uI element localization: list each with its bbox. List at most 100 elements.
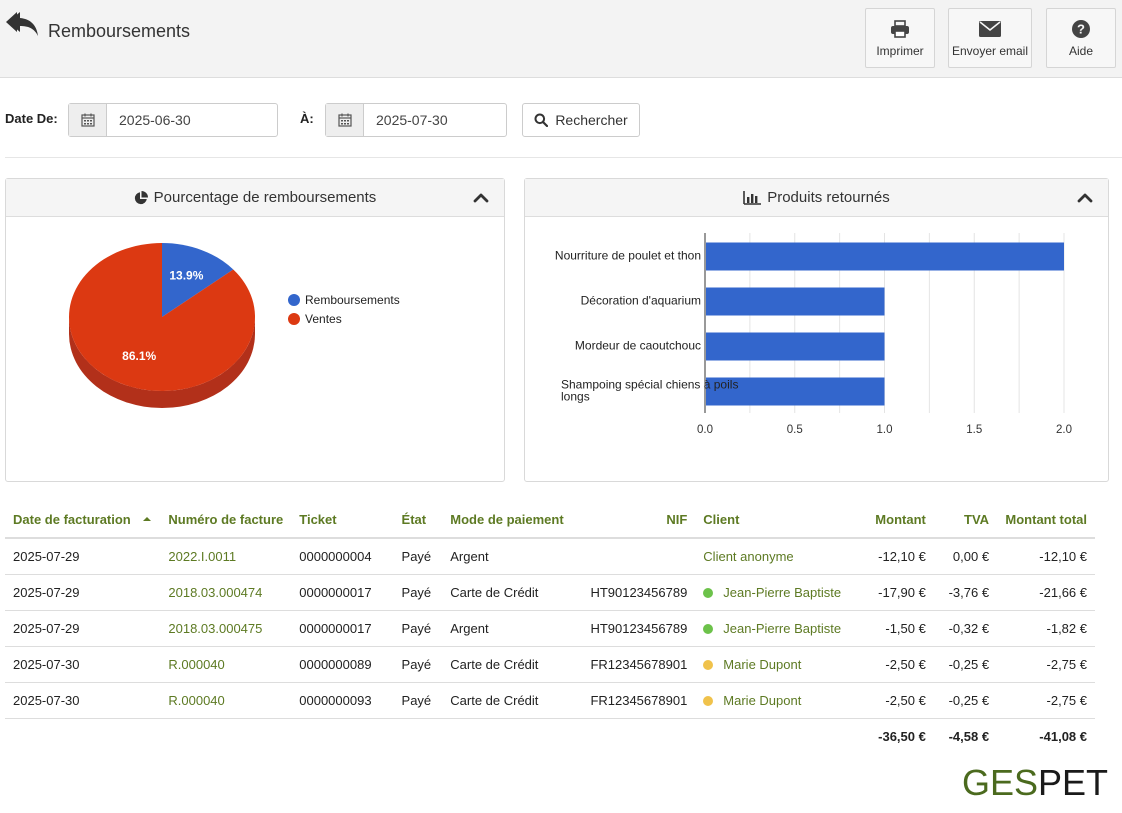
invoice-link[interactable]: R.000040 xyxy=(160,682,292,719)
column-header-amount[interactable]: Montant xyxy=(853,502,934,539)
tick-label: 0.5 xyxy=(787,424,803,436)
back-arrow-icon[interactable] xyxy=(4,6,44,42)
client-name[interactable]: Jean-Pierre Baptiste xyxy=(723,620,842,636)
client-status-dot xyxy=(703,587,714,598)
cell-payment: Carte de Crédit xyxy=(442,646,572,683)
column-header-invoice-date[interactable]: Date de facturation xyxy=(5,502,161,539)
table-row: 2025-07-29 2018.03.000474 0000000017 Pay… xyxy=(5,574,1095,611)
table-row: 2025-07-29 2018.03.000475 0000000017 Pay… xyxy=(5,610,1095,647)
client-link[interactable]: Jean-Pierre Baptiste xyxy=(695,610,854,647)
date-from-input[interactable] xyxy=(107,104,257,136)
cell-date: 2025-07-29 xyxy=(5,538,161,575)
column-header-client[interactable]: Client xyxy=(695,502,854,539)
date-to-label: À: xyxy=(300,111,314,126)
category-label: Décoration d'aquarium xyxy=(581,294,701,308)
divider xyxy=(5,157,1122,158)
cell-tva: 0,00 € xyxy=(933,538,998,575)
invoice-link[interactable]: 2018.03.000474 xyxy=(160,574,292,611)
search-button[interactable]: Rechercher xyxy=(522,103,640,137)
client-link[interactable]: Jean-Pierre Baptiste xyxy=(695,574,854,611)
cell-state: Payé xyxy=(393,682,443,719)
cell-nif: HT90123456789 xyxy=(571,610,696,647)
pie-chart: 13.9% 86.1% Remboursements Ventes xyxy=(69,243,400,408)
column-header-ticket[interactable]: Ticket xyxy=(291,502,394,539)
table-row: 2025-07-30 R.000040 0000000089 Payé Cart… xyxy=(5,646,1095,683)
invoice-link[interactable]: 2022.I.0011 xyxy=(160,538,292,575)
cell-ticket: 0000000017 xyxy=(291,574,394,611)
panel-header: Produits retournés xyxy=(525,179,1108,217)
cell-state: Payé xyxy=(393,646,443,683)
print-button[interactable]: Imprimer xyxy=(865,8,935,68)
cell-nif: HT90123456789 xyxy=(571,574,696,611)
client-name[interactable]: Marie Dupont xyxy=(723,656,802,672)
help-button[interactable]: ? Aide xyxy=(1046,8,1116,68)
client-name[interactable]: Client anonyme xyxy=(703,548,794,564)
date-from-field[interactable] xyxy=(68,103,278,137)
table-row: 2025-07-29 2022.I.0011 0000000004 Payé A… xyxy=(5,538,1095,575)
calendar-icon[interactable] xyxy=(69,104,107,136)
total-amount: -36,50 € xyxy=(878,728,926,744)
returned-products-panel: Produits retournés Nourriture de poulet … xyxy=(524,178,1109,482)
column-header-tva[interactable]: TVA xyxy=(933,502,998,539)
cell-date: 2025-07-29 xyxy=(5,574,161,611)
cell-amount: -2,50 € xyxy=(853,682,934,719)
tick-label: 1.5 xyxy=(966,424,982,436)
tick-label: 2.0 xyxy=(1056,424,1072,436)
date-to-field[interactable] xyxy=(325,103,507,137)
invoice-link[interactable]: R.000040 xyxy=(160,646,292,683)
help-button-label: Aide xyxy=(1068,44,1094,58)
tick-label: 1.0 xyxy=(877,424,893,436)
question-icon: ? xyxy=(1072,18,1090,40)
cell-state: Payé xyxy=(393,538,443,575)
search-button-label: Rechercher xyxy=(555,112,628,128)
legend-swatch xyxy=(288,294,300,306)
client-name[interactable]: Marie Dupont xyxy=(723,692,802,708)
cell-date: 2025-07-29 xyxy=(5,610,161,647)
sort-asc-icon[interactable] xyxy=(142,515,152,523)
client-status-dot xyxy=(703,659,714,670)
bar-chart: Nourriture de poulet et thon Décoration d… xyxy=(555,233,1072,436)
client-link[interactable]: Client anonyme xyxy=(695,538,854,575)
print-button-label: Imprimer xyxy=(876,44,924,58)
client-link[interactable]: Marie Dupont xyxy=(695,682,854,719)
totals-spacer xyxy=(5,718,853,754)
cell-tva: -3,76 € xyxy=(933,574,998,611)
column-header-state[interactable]: État xyxy=(393,502,443,539)
calendar-icon[interactable] xyxy=(326,104,364,136)
column-header-nif[interactable]: NIF xyxy=(571,502,696,539)
column-header-payment-mode[interactable]: Mode de paiement xyxy=(442,502,572,539)
cell-nif: FR12345678901 xyxy=(571,646,696,683)
client-status-dot xyxy=(703,623,714,634)
send-email-button[interactable]: Envoyer email xyxy=(948,8,1032,68)
cell-nif xyxy=(571,538,696,575)
invoice-link[interactable]: 2018.03.000475 xyxy=(160,610,292,647)
chevron-up-icon[interactable] xyxy=(1076,189,1094,207)
bar-chart-icon xyxy=(743,190,762,205)
panel-title: Pourcentage de remboursements xyxy=(153,189,377,206)
pie-slice xyxy=(69,243,255,391)
column-header-label: Date de facturation xyxy=(13,512,131,527)
cell-tva: -0,32 € xyxy=(933,610,998,647)
pie-slice-label: 13.9% xyxy=(169,268,203,282)
date-from-label: Date De: xyxy=(5,111,58,126)
category-label: Mordeur de caoutchouc xyxy=(575,339,701,353)
pie-slice-label: 86.1% xyxy=(122,349,156,363)
legend-label: Remboursements xyxy=(305,293,400,307)
date-to-input[interactable] xyxy=(364,104,494,136)
cell-amount: -12,10 € xyxy=(853,538,934,575)
bar xyxy=(706,332,885,361)
table-row: 2025-07-30 R.000040 0000000093 Payé Cart… xyxy=(5,682,1095,719)
column-header-total[interactable]: Montant total xyxy=(997,502,1095,539)
printer-icon xyxy=(890,18,910,40)
table-header-row: Date de facturation Numéro de facture Ti… xyxy=(5,502,1095,539)
panel-title: Produits retournés xyxy=(767,189,890,206)
column-header-invoice-number[interactable]: Numéro de facture xyxy=(160,502,292,539)
pie-chart-icon xyxy=(134,190,148,204)
cell-tva: -0,25 € xyxy=(933,646,998,683)
cell-payment: Carte de Crédit xyxy=(442,682,572,719)
client-name[interactable]: Jean-Pierre Baptiste xyxy=(723,584,842,600)
client-link[interactable]: Marie Dupont xyxy=(695,646,854,683)
logo-part-pet: PET xyxy=(1038,762,1109,803)
chevron-up-icon[interactable] xyxy=(472,189,490,207)
cell-ticket: 0000000089 xyxy=(291,646,394,683)
